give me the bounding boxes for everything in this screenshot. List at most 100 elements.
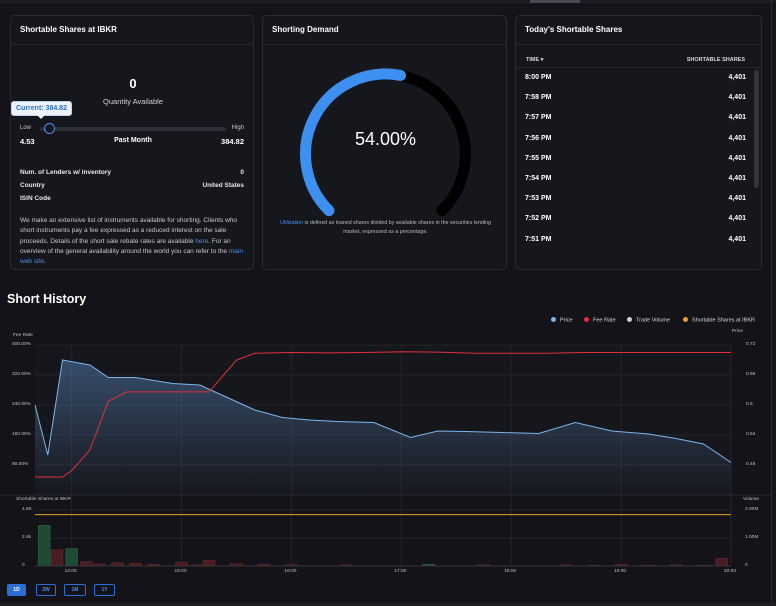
here-link[interactable]: here	[195, 237, 209, 245]
price-tick: 0.54	[746, 432, 756, 437]
volume-bar	[65, 548, 78, 567]
row-time: 7:53 PM	[525, 195, 552, 203]
fee-rate-line	[35, 351, 731, 478]
range-period: Past Month	[114, 137, 152, 144]
volume-bar	[175, 561, 188, 567]
price-line	[34, 359, 732, 463]
row-shares: 4,401	[728, 175, 746, 182]
legend-item-shortable-shares[interactable]: Shortable Shares at IBKR	[683, 317, 755, 324]
table-row: 7:52 PM 4,401	[525, 215, 746, 235]
info-value: United States	[202, 182, 244, 189]
table-row: 7:54 PM 4,401	[525, 175, 746, 195]
utilization-note-text: is defined as loaned shares divided by a…	[304, 220, 491, 235]
shorting-demand-card: Shorting Demand 54.00% Utilization is de…	[262, 15, 507, 270]
price-tick: 0.72	[746, 342, 756, 347]
legend-item-fee-rate[interactable]: Fee Rate	[584, 317, 616, 324]
volume-bar	[715, 557, 729, 567]
table-row: 7:56 PM 4,401	[525, 135, 746, 155]
x-tick: 17:00	[394, 569, 407, 574]
row-time: 7:54 PM	[525, 175, 552, 182]
row-shares: 4,401	[728, 114, 746, 122]
table-scrollbar[interactable]	[754, 70, 759, 188]
legend-dot	[683, 317, 688, 322]
card-divider	[11, 44, 253, 45]
table-row: 7:58 PM 4,401	[525, 94, 746, 114]
volume-bar	[80, 561, 93, 567]
legend-item-price[interactable]: Price	[551, 317, 573, 324]
table-row: 7:55 PM 4,401	[525, 155, 746, 175]
range-marker[interactable]	[43, 123, 55, 134]
range-1d-button[interactable]: 1D	[7, 584, 26, 596]
quantity-label: Quantity Available	[103, 97, 163, 106]
info-row: ISIN Code	[20, 195, 244, 202]
legend-label: Shortable Shares at IBKR	[692, 317, 755, 324]
fee-rate-tick: 400.00%	[12, 342, 31, 347]
description-text-2: . For an overview of the general availab…	[20, 237, 231, 255]
volume-tick: 0	[745, 563, 748, 568]
range-1m-button[interactable]: 1M	[64, 584, 86, 596]
row-shares: 4,401	[728, 134, 746, 142]
utilization-note: Utilization is defined as loaned shares …	[277, 219, 494, 237]
quantity-value: 0	[129, 76, 137, 91]
row-time: 7:56 PM	[525, 134, 552, 142]
utilization-value: 54.00%	[354, 129, 417, 149]
table-header-divider	[516, 67, 761, 68]
price-tick: 0.66	[746, 372, 756, 377]
legend-label: Fee Rate	[593, 317, 616, 324]
price-area	[35, 360, 731, 495]
description: We make an extensive list of instruments…	[20, 216, 248, 267]
x-tick: 16:00	[284, 569, 297, 574]
range-2w-button[interactable]: 2W	[36, 584, 56, 596]
row-time: 7:58 PM	[525, 94, 552, 102]
card-title: Shorting Demand	[272, 25, 339, 34]
shortable-tick: 4.8K	[22, 507, 32, 512]
range-1y-button[interactable]: 1Y	[94, 584, 115, 596]
volume-tick: 1.00M	[745, 535, 759, 540]
utilization-link[interactable]: Utilization	[280, 220, 304, 226]
info-label: Num. of Lenders w/ inventory	[20, 169, 112, 176]
row-time: 7:52 PM	[525, 215, 552, 223]
x-tick: 14:00	[64, 569, 77, 574]
row-time: 8:00 PM	[525, 74, 552, 81]
current-tooltip: Current: 384.82	[11, 101, 72, 119]
sort-down-icon: ▾	[540, 57, 544, 63]
volume-axis-title: Volume	[743, 497, 759, 502]
row-shares: 4,401	[728, 154, 746, 162]
range-high-label: High	[231, 125, 244, 131]
bottom-bar	[0, 603, 776, 606]
time-column-header[interactable]: TIME ▾	[526, 57, 543, 63]
top-bar	[0, 0, 776, 3]
main-web-site-link[interactable]: main web site	[20, 247, 243, 266]
top-bar-highlight	[530, 0, 580, 3]
volume-bar	[50, 549, 64, 567]
shortable-tick: 0	[22, 563, 25, 568]
table-row: 7:57 PM 4,401	[525, 114, 746, 134]
price-axis-title: Price	[732, 329, 743, 334]
row-time: 7:57 PM	[525, 114, 552, 122]
info-row: Country United States	[20, 182, 244, 189]
fee-rate-axis-title: Fee Rate	[13, 333, 33, 338]
gauge-fill	[300, 68, 406, 217]
volume-bar	[111, 562, 124, 567]
row-time: 7:55 PM	[525, 154, 552, 162]
card-title: Shortable Shares at IBKR	[20, 25, 117, 34]
info-label: Country	[20, 182, 45, 189]
volume-bar	[202, 560, 216, 567]
info-value: 0	[240, 169, 244, 176]
shortable-axis-title: Shortable Shares at IBKR	[16, 497, 71, 502]
short-history-title: Short History	[7, 292, 87, 306]
legend-label: Price	[560, 317, 573, 324]
legend-dot	[551, 317, 556, 322]
row-time: 7:51 PM	[525, 235, 552, 243]
right-divider	[771, 0, 772, 606]
table-row: 7:51 PM 4,401	[525, 236, 746, 256]
legend-dot	[627, 317, 632, 322]
shares-column-header[interactable]: SHORTABLE SHARES	[686, 57, 745, 63]
x-tick: 15:00	[174, 569, 187, 574]
legend-item-trade-volume[interactable]: Trade Volume	[627, 317, 670, 324]
legend-label: Trade Volume	[636, 317, 671, 324]
todays-shortable-card: Today's Shortable Shares TIME ▾ SHORTABL…	[515, 15, 762, 270]
range-track	[40, 127, 226, 131]
card-title: Today's Shortable Shares	[525, 25, 623, 34]
fee-rate-tick: 240.00%	[12, 402, 31, 407]
